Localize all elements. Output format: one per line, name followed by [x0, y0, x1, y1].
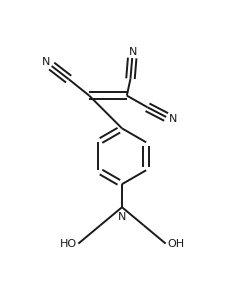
Text: N: N — [169, 114, 177, 124]
Text: N: N — [41, 58, 50, 67]
Text: HO: HO — [60, 239, 77, 249]
Text: N: N — [118, 212, 126, 222]
Text: N: N — [129, 47, 137, 57]
Text: OH: OH — [167, 239, 184, 249]
